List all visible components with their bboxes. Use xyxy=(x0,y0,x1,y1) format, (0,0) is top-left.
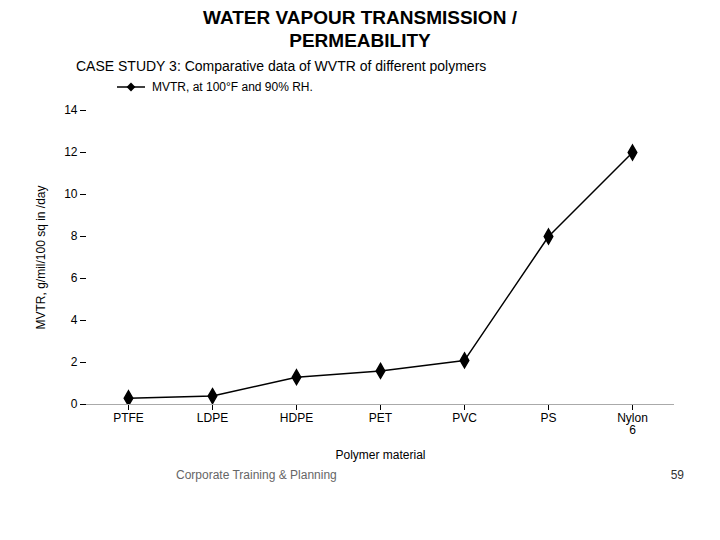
svg-text:10: 10 xyxy=(64,187,78,201)
svg-text:4: 4 xyxy=(71,313,78,327)
svg-text:HDPE: HDPE xyxy=(280,411,313,425)
svg-text:2: 2 xyxy=(71,355,78,369)
svg-text:14: 14 xyxy=(64,103,78,117)
html-text:WATER VAPOUR TRANSMISSION / PE: WATER VAPOUR TRANSMISSION / PERMEABILITY xyxy=(203,7,517,51)
html-text:Corporate Training & Planning: Corporate Training & Planning xyxy=(176,468,337,482)
svg-text:12: 12 xyxy=(64,145,78,159)
svg-text:LDPE: LDPE xyxy=(197,411,228,425)
html-text:MVTR, at 100°F and 90% RH.: MVTR, at 100°F and 90% RH. xyxy=(152,80,313,94)
svg-text:PET: PET xyxy=(369,411,393,425)
html-text:59: 59 xyxy=(670,468,684,482)
svg-text:0: 0 xyxy=(71,397,78,411)
svg-text:PVC: PVC xyxy=(452,411,477,425)
svg-text:8: 8 xyxy=(71,229,78,243)
svg-text:Nylon6: Nylon6 xyxy=(617,411,648,437)
svg-text:6: 6 xyxy=(71,271,78,285)
html-text:CASE STUDY 3: Comparative data: CASE STUDY 3: Comparative data of WVTR o… xyxy=(76,58,487,74)
svg-text:PS: PS xyxy=(540,411,556,425)
svg-text:MVTR, g/mil/100 sq in /day: MVTR, g/mil/100 sq in /day xyxy=(34,185,48,329)
svg-text:PTFE: PTFE xyxy=(113,411,144,425)
svg-text:Polymer material: Polymer material xyxy=(335,448,425,462)
